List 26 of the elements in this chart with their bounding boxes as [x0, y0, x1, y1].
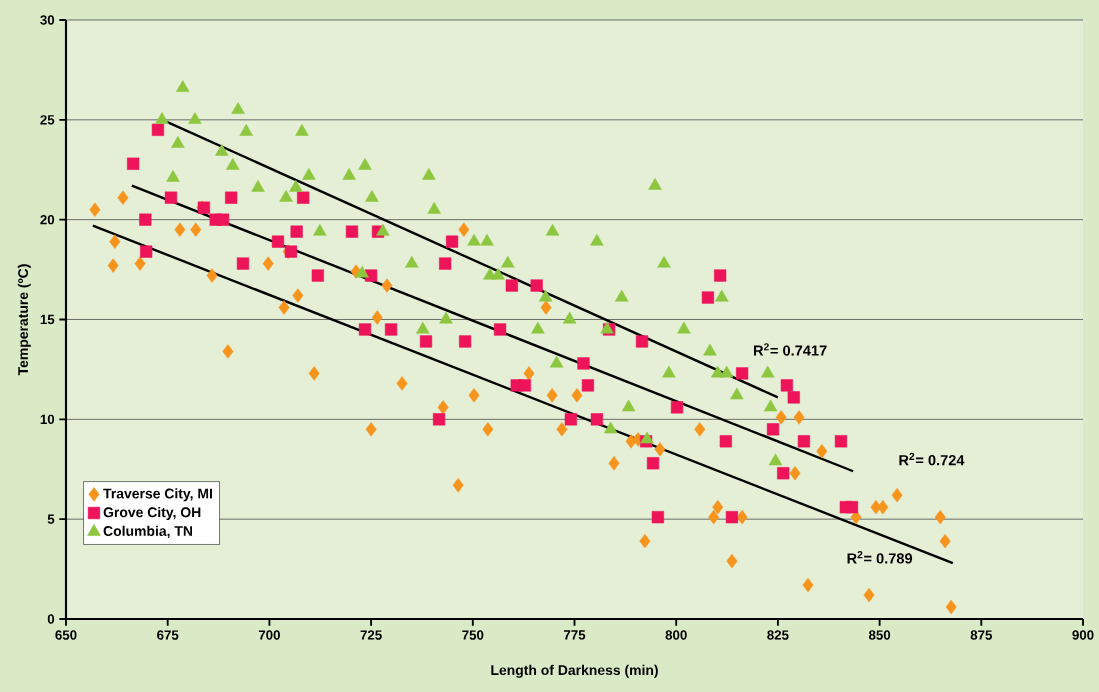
annotation: R$^{2}$= 0.7417 — [754, 343, 827, 356]
y-tick-label: 0 — [47, 614, 55, 624]
x-tick-label: 825 — [767, 630, 789, 640]
y-tick-label: 15 — [40, 314, 55, 325]
x-tick-label: 700 — [258, 630, 280, 640]
legend-label: Columbia, TN — [103, 525, 193, 538]
annotation: R$^{2}$= 0.789 — [847, 551, 913, 564]
y-tick-label: 25 — [40, 115, 55, 125]
x-tick-label: 875 — [970, 630, 993, 640]
legend-label: Traverse City, MI — [103, 488, 212, 502]
y-tick-label: 30 — [40, 15, 55, 25]
x-tick-label: 750 — [462, 630, 484, 640]
x-tick-label: 725 — [360, 630, 382, 640]
x-tick-label: 675 — [157, 630, 179, 640]
x-tick-label: 650 — [55, 630, 77, 640]
y-tick-label: 20 — [40, 214, 55, 225]
y-tick-label: 5 — [47, 514, 55, 524]
x-axis-title: Length of Darkness (min) — [491, 664, 658, 678]
annotation: R$^{2}$= 0.724 — [899, 452, 965, 466]
y-tick-label: 10 — [40, 414, 55, 425]
x-tick-label: 800 — [665, 630, 687, 640]
x-tick-label: 775 — [563, 630, 586, 640]
x-tick-label: 850 — [868, 630, 891, 640]
y-axis-title: Temperature (ºC) — [17, 264, 31, 376]
x-tick-label: 900 — [1072, 630, 1094, 640]
legend-label: Grove City, OH — [103, 506, 201, 520]
